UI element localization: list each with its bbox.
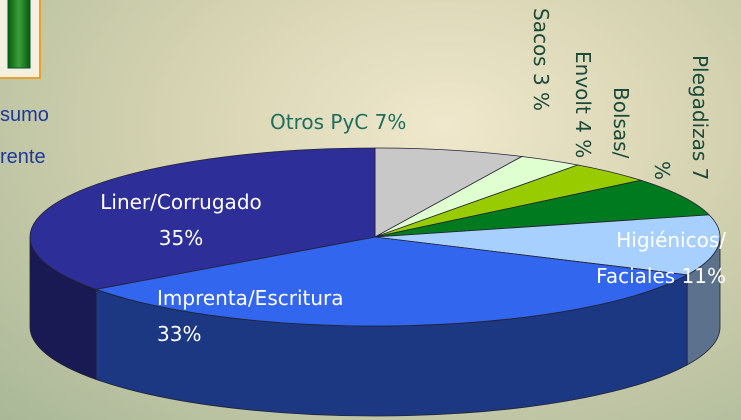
value-label: 7 % xyxy=(650,160,712,180)
slice xyxy=(374,214,721,276)
category-label: Higiénicos/ Faciales xyxy=(596,228,726,288)
data-label: Plegadizas 7 % xyxy=(643,38,719,180)
value-label: 35% xyxy=(158,226,204,250)
side-text: rente xyxy=(0,146,46,168)
data-label: Liner/Corrugado 35% xyxy=(96,184,266,256)
slice xyxy=(374,147,524,238)
category-label: Plegadizas xyxy=(688,54,712,161)
category-label: Sacos xyxy=(529,8,553,67)
category-label: Imprenta/Escritura xyxy=(157,286,344,310)
data-label: Higiénicos/ Faciales 11% xyxy=(540,222,726,294)
category-label: Liner/Corrugado xyxy=(100,190,262,214)
value-label: 33% xyxy=(157,322,202,346)
category-label: Bolsas/ Envolt xyxy=(571,50,633,158)
slice xyxy=(29,147,376,290)
data-label: Imprenta/Escritura 33% xyxy=(157,280,344,352)
value-label: 3 % xyxy=(529,72,553,112)
data-label: Otros PyC 7% xyxy=(270,104,406,140)
data-label: Sacos 3 % xyxy=(522,8,560,111)
slice xyxy=(94,236,689,327)
category-label: Otros PyC xyxy=(270,110,369,134)
slice xyxy=(374,179,711,238)
data-label: Bolsas/ Envolt 4 % xyxy=(564,8,640,158)
value-label: 4 % xyxy=(571,119,595,158)
side-text: sumo xyxy=(0,104,49,126)
value-label: 11% xyxy=(681,264,726,288)
value-label: 7% xyxy=(374,110,407,134)
thumbnail-bar xyxy=(7,0,31,69)
